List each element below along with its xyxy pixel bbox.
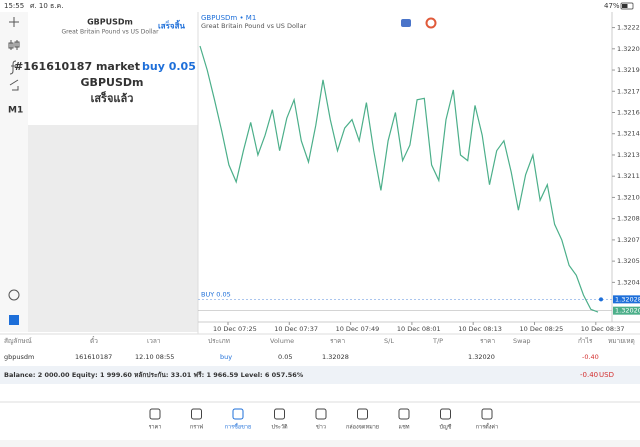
table-cell[interactable]: 0.05 [278,353,292,361]
y-tick-label: 1.32100 [617,193,640,201]
status-time: 15:55 [4,2,24,10]
y-tick-label: 1.32145 [617,130,640,138]
table-header: ตั๋ว [90,336,98,345]
nav-label[interactable]: ประวัติ [271,424,287,431]
objects-icon[interactable] [9,79,19,91]
trade-icon[interactable] [9,315,19,325]
x-tick-label: 10 Dec 08:37 [581,325,625,333]
x-tick-label: 10 Dec 07:37 [274,325,318,333]
buy-price-box [613,295,640,304]
status-date: ศ. 10 ธ.ค. [30,2,63,10]
buy-price-label: 1.32028 [615,295,640,303]
nav-label[interactable]: ราคา [149,425,162,431]
home-bar [0,440,640,447]
price-line [199,45,599,313]
nav-icon[interactable] [357,408,368,420]
balance-text: Balance: 2 000.00 Equity: 1 999.60 หลักป… [4,371,304,379]
y-tick-label: 1.32070 [617,236,640,244]
table-cell[interactable]: 12.10 08:55 [135,353,174,361]
buy-dot [599,297,603,302]
nav-label[interactable]: การซื้อขาย [225,423,251,431]
nav-label[interactable]: แชท [399,424,410,431]
y-tick-label: 1.32160 [617,109,640,117]
balance-currency: USD [599,371,614,379]
x-tick-label: 10 Dec 08:01 [397,325,441,333]
y-tick-label: 1.32130 [617,151,640,159]
table-cell[interactable]: 1.32028 [322,353,349,361]
y-tick-label: 1.32220 [617,24,640,32]
y-tick-label: 1.32115 [617,172,640,180]
nav-label[interactable]: บัญชี [440,424,452,431]
nav-icon[interactable] [191,408,202,420]
y-tick-label: 1.32190 [617,66,640,74]
function-icon[interactable] [9,60,17,75]
table-cell[interactable]: gbpusdm [4,353,34,361]
table-header: T/P [432,337,443,345]
nav-icon[interactable] [274,408,285,420]
order-action: buy 0.05 [142,60,196,73]
nav-icon[interactable] [232,408,244,420]
nav-icon[interactable] [149,408,161,420]
current-price-box [613,306,640,315]
current-price-label: 1.32020 [615,307,640,315]
table-cell[interactable]: 1.32020 [468,353,495,361]
x-tick-label: 10 Dec 07:49 [336,325,380,333]
order-panel [28,12,198,125]
order-description: Great Britain Pound vs US Dollar [61,29,159,36]
order-message-symbol: GBPUSDm [81,76,144,89]
done-button[interactable]: เสร็จสิ้น [158,20,185,31]
chart-subtitle: Great Britain Pound vs US Dollar [201,22,307,30]
chart-icon[interactable] [425,17,437,29]
nav-icon[interactable] [398,408,410,420]
table-header: Swap [513,337,531,345]
nav-icon[interactable] [481,408,493,420]
table-header: ราคา [330,337,345,345]
balance-bar [0,366,640,384]
order-result: เสร็จแล้ว [91,91,134,105]
crosshair-icon[interactable] [9,17,19,27]
toolbar [0,12,28,332]
y-tick-label: 1.32085 [617,215,640,223]
table-header: ประเภท [208,337,230,345]
table-cell[interactable]: -0.40 [582,353,599,361]
table-cell[interactable]: 161610187 [75,353,112,361]
table-header: หมายเหตุ [608,337,635,345]
table-header: สัญลักษณ์ [4,337,32,345]
buy-line-label: BUY 0.05 [201,290,231,298]
table-header: S/L [384,337,394,345]
panel-gray [28,125,198,332]
x-tick-label: 10 Dec 07:25 [213,325,257,333]
table-cell[interactable]: buy [220,353,232,361]
y-tick-label: 1.32205 [617,45,640,53]
table-header: กำไร [578,337,593,345]
nav-label[interactable]: กล่องจดหมาย [346,425,379,431]
battery-level [622,4,628,8]
order-symbol[interactable]: GBPUSDm [87,18,133,27]
indicator-icon[interactable] [8,40,20,50]
zoom-icon[interactable] [8,289,20,301]
chart-icon[interactable] [401,19,411,27]
nav-label[interactable]: การตั้งค่า [476,423,498,431]
nav-label[interactable]: กราฟ [190,424,203,431]
nav-icon[interactable] [440,408,451,420]
x-tick-label: 10 Dec 08:25 [520,325,564,333]
y-tick-label: 1.32175 [617,87,640,95]
toolbar-icons [8,17,20,301]
table-header: ราคา [480,337,495,345]
table-header: Volume [270,337,294,345]
y-tick-label: 1.32055 [617,257,640,265]
nav-icon[interactable] [315,408,327,420]
order-message: #161610187 market [14,60,140,73]
battery: 47% [604,2,620,10]
nav-label[interactable]: ข่าว [316,425,326,431]
battery-icon [620,2,634,10]
timeframe[interactable]: M1 [8,106,23,116]
balance-profit: -0.40 [580,371,598,379]
y-tick-label: 1.32040 [617,278,640,286]
chart-title: GBPUSDm • M1 [201,14,256,22]
x-tick-label: 10 Dec 08:13 [458,325,502,333]
table-header: เวลา [147,337,161,345]
